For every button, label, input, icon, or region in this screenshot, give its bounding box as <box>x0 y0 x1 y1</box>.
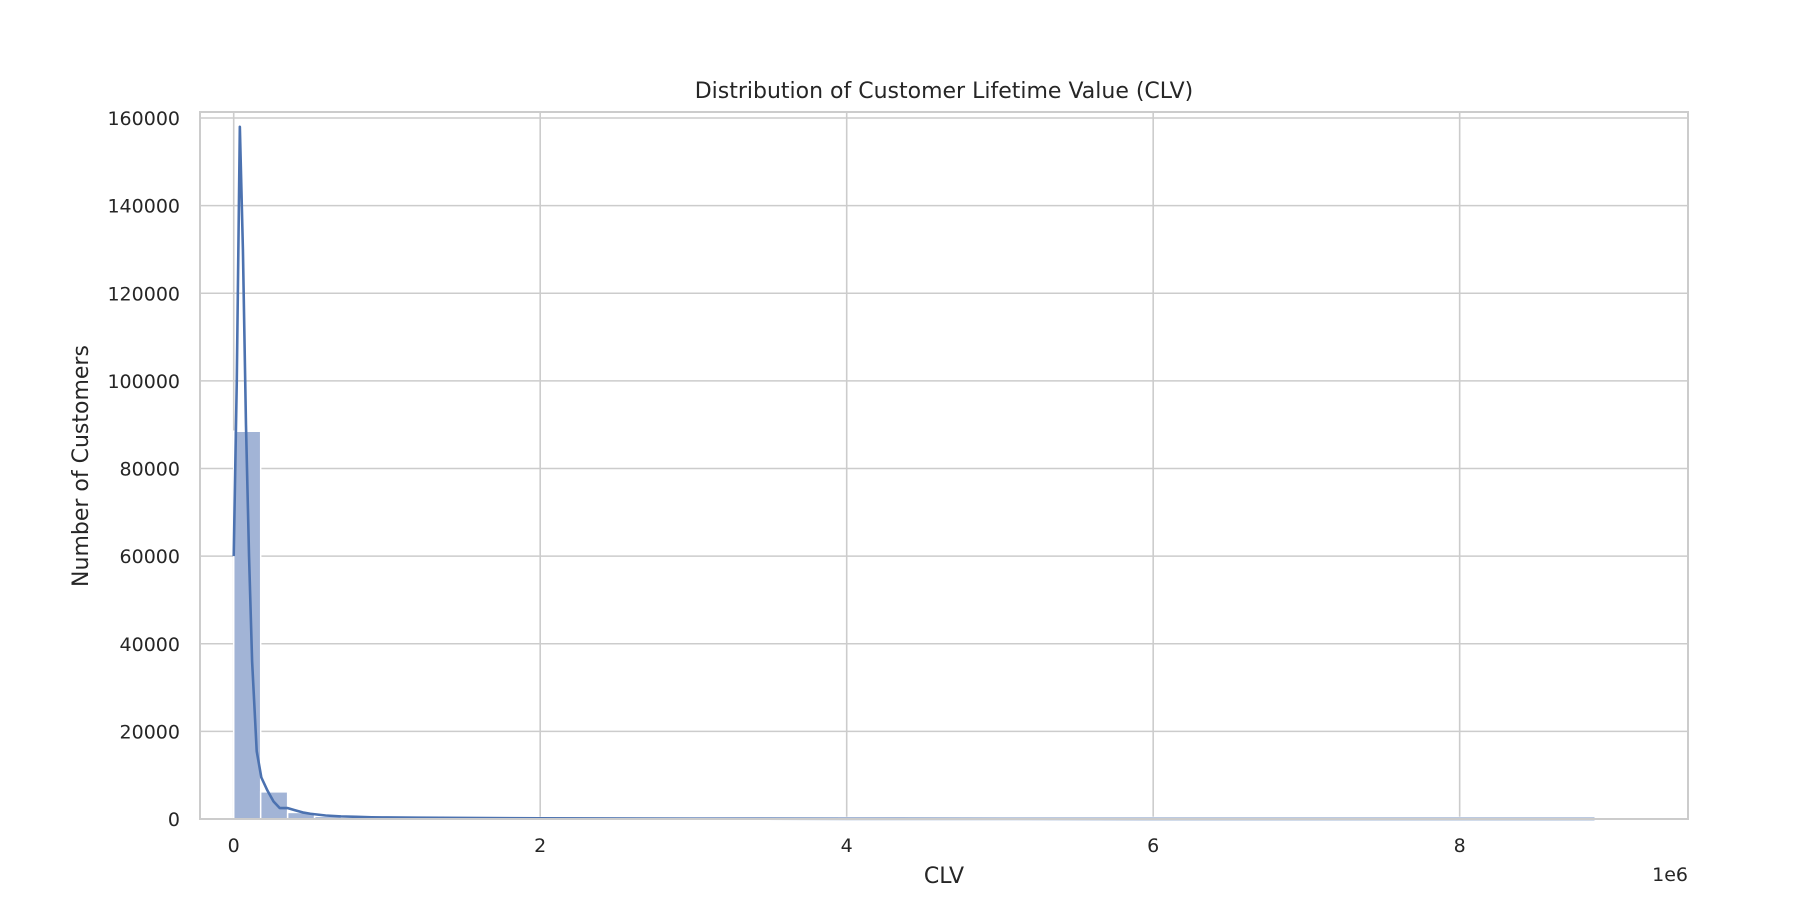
histogram-bar <box>259 791 289 820</box>
y-tick-label: 20000 <box>120 721 180 743</box>
kde-curve <box>232 125 1595 821</box>
y-tick-label: 0 <box>168 809 180 831</box>
x-tick-labels: 0 2 4 6 8 <box>228 835 1466 857</box>
chart-title: Distribution of Customer Lifetime Value … <box>695 79 1194 104</box>
y-tick-label: 160000 <box>107 108 180 130</box>
y-axis-label: Number of Customers <box>69 345 94 587</box>
x-tick-label: 8 <box>1454 835 1466 857</box>
x-tick-label: 0 <box>228 835 240 857</box>
y-tick-label: 100000 <box>107 371 180 393</box>
y-tick-labels: 0 20000 40000 60000 80000 100000 120000 140000 1… <box>107 108 180 831</box>
x-axis-offset-label: 1e6 <box>1652 864 1688 886</box>
grid-lines <box>200 112 1688 820</box>
plot-frame <box>199 111 1689 820</box>
y-tick-label: 80000 <box>120 459 180 481</box>
kde-curve-group <box>232 125 1595 821</box>
x-axis-label: CLV <box>924 864 964 889</box>
y-tick-label: 60000 <box>120 546 180 568</box>
y-tick-label: 40000 <box>120 634 180 656</box>
y-tick-label: 120000 <box>107 283 180 305</box>
x-tick-label: 2 <box>534 835 546 857</box>
x-tick-label: 6 <box>1147 835 1159 857</box>
histogram-bars <box>232 430 1584 820</box>
y-tick-label: 140000 <box>107 196 180 218</box>
x-tick-label: 4 <box>841 835 853 857</box>
